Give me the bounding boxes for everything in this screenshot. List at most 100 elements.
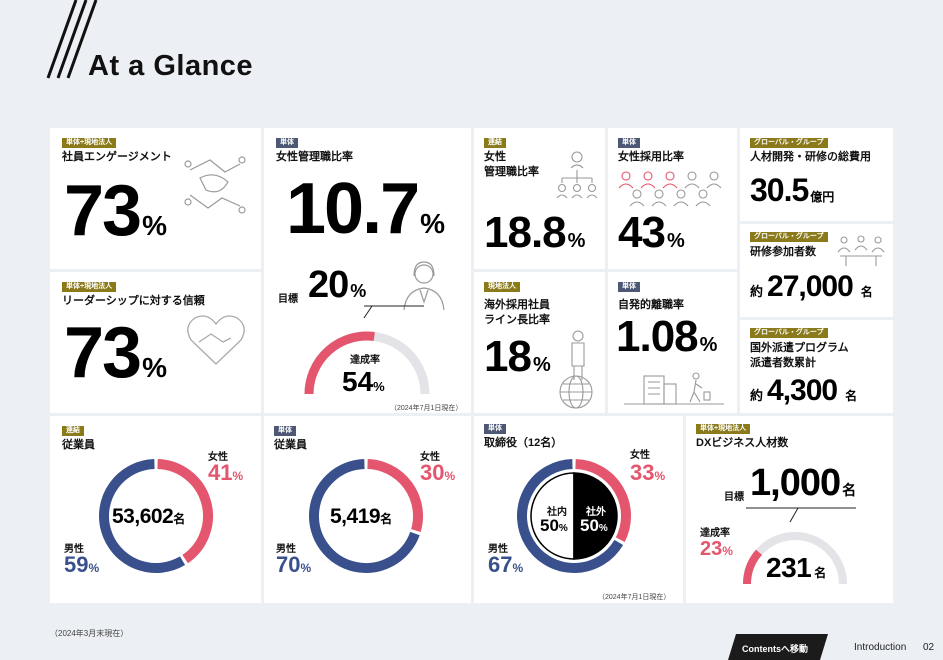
unit-text: % xyxy=(420,208,446,239)
scope-tag: 単体+現地法人 xyxy=(62,282,117,292)
card-label: リーダーシップに対する信頼 xyxy=(62,295,205,307)
value-text: 27,000 xyxy=(767,270,854,303)
engagement-card: 単体+現地法人 社員エンゲージメント 73% xyxy=(50,128,261,269)
value-text: 18 xyxy=(484,332,532,381)
unit-text: % xyxy=(232,469,244,483)
male-segment xyxy=(517,459,624,573)
leadership-card: 単体+現地法人 リーダーシップに対する信頼 73% xyxy=(50,272,261,413)
metric-value: 18.8% xyxy=(484,208,585,258)
value-text: 73 xyxy=(64,171,142,251)
male-label: 男性 xyxy=(488,544,508,555)
target-unit-text: 名 xyxy=(842,482,857,498)
total-unit-text: 名 xyxy=(173,512,185,526)
gender-donut-chart xyxy=(309,459,423,573)
scope-tag: 単体 xyxy=(484,424,506,434)
metric-value: 約 4,300 名 xyxy=(750,374,857,408)
metric-value: 18% xyxy=(484,332,551,382)
unit-text: % xyxy=(699,334,718,356)
value-text: 18.8 xyxy=(484,208,567,257)
unit-text: % xyxy=(88,561,100,575)
card-label: 従業員 xyxy=(62,439,95,451)
unit-text: 名 xyxy=(860,285,873,299)
inside-value: 50% xyxy=(540,516,568,536)
dispatch-card: グローバル・グループ 国外派遣プログラム 派遣者数累計 約 4,300 名 xyxy=(740,320,893,413)
card-label-line1: 女性 xyxy=(484,151,506,163)
female-label: 女性 xyxy=(208,452,228,463)
card-label-line1: 国外派遣プログラム xyxy=(750,342,849,354)
female-segment xyxy=(575,459,631,542)
page-number: 02 xyxy=(923,642,935,653)
unit-text: % xyxy=(666,230,685,252)
unit-text: % xyxy=(142,210,167,241)
value-text: 73 xyxy=(64,313,142,393)
male-value-text: 70 xyxy=(276,552,301,577)
rate-value-text: 54 xyxy=(342,366,374,397)
card-label-line2: 管理職比率 xyxy=(484,166,539,178)
female-label: 女性 xyxy=(630,450,650,461)
as-of-note: （2024年7月1日現在） xyxy=(598,594,671,601)
scope-tag: グローバル・グループ xyxy=(750,232,828,242)
female-segment xyxy=(157,459,213,564)
rate-value-text: 23 xyxy=(700,538,723,560)
total-text: 5,419 xyxy=(330,505,381,528)
target-value: 1,000 名 xyxy=(750,462,856,505)
meeting-icon xyxy=(837,235,885,266)
rate-value: 54% xyxy=(342,366,385,398)
current-value: 231 名 xyxy=(766,552,826,584)
scope-tag: 単体 xyxy=(274,426,296,436)
card-label: 人材開発・研修の総費用 xyxy=(750,151,871,163)
female-label: 女性 xyxy=(420,452,440,463)
outside-value: 50% xyxy=(580,516,608,536)
achievement-gauge xyxy=(743,532,847,585)
metric-value: 10.7% xyxy=(286,168,445,250)
value-text: 1.08 xyxy=(616,312,699,361)
total-value: 53,602名 xyxy=(112,505,185,529)
rate-label: 達成率 xyxy=(350,355,380,366)
female-hire-card: 単体 女性採用比率 43% xyxy=(608,128,737,269)
rate-label: 達成率 xyxy=(700,528,730,539)
footer-note: （2024年3月末現在） xyxy=(50,629,129,638)
current-unit-text: 名 xyxy=(814,566,826,580)
scope-tag: 連結 xyxy=(62,426,84,436)
outside-label: 社外 xyxy=(586,507,606,518)
target-value: 20% xyxy=(308,264,366,307)
unit-text: % xyxy=(567,230,586,252)
female-value-text: 41 xyxy=(208,460,233,485)
female-manager-card: 単体 女性管理職比率 10.7% 目標 20% 達成率 54% （2024年7月… xyxy=(264,128,471,413)
male-value-text: 67 xyxy=(488,552,513,577)
male-segment xyxy=(309,459,420,573)
org-chart-icon xyxy=(556,151,598,199)
target-label: 目標 xyxy=(724,492,744,503)
metric-value: 43% xyxy=(618,208,685,258)
female-value: 41% xyxy=(208,460,243,486)
female-value-text: 30 xyxy=(420,460,445,485)
scope-tag: 単体 xyxy=(618,138,640,148)
male-label: 男性 xyxy=(64,544,84,555)
male-segment xyxy=(99,459,186,573)
contents-button-label: Contentsへ移動 xyxy=(742,644,808,654)
rate-value: 23% xyxy=(700,538,733,561)
target-unit-text: % xyxy=(350,281,367,301)
unit-text: % xyxy=(444,469,456,483)
rate-unit-text: % xyxy=(373,379,385,394)
employees-single-card: 単体 従業員 5,419名 女性 30% 男性 70% xyxy=(264,416,471,603)
section-name: Introduction xyxy=(854,642,907,653)
target-value-text: 1,000 xyxy=(750,462,841,504)
contents-button[interactable]: Contentsへ移動 xyxy=(728,634,828,660)
scope-tag: グローバル・グループ xyxy=(750,328,828,338)
metric-value: 73% xyxy=(64,312,167,394)
value-text: 4,300 xyxy=(767,374,838,407)
male-value-text: 59 xyxy=(64,552,89,577)
female-value-text: 33 xyxy=(630,460,655,485)
male-label: 男性 xyxy=(276,544,296,555)
achievement-gauge xyxy=(304,331,430,395)
page-title: At a Glance xyxy=(88,50,254,82)
card-label: 従業員 xyxy=(274,439,307,451)
value-text: 30.5 xyxy=(750,172,809,208)
card-label: 取締役（12名） xyxy=(484,437,563,449)
unit-text: 名 xyxy=(845,389,858,403)
training-participants-card: グローバル・グループ 研修参加者数 約 27,000 名 xyxy=(740,224,893,317)
gender-donut-chart xyxy=(99,459,213,573)
handshake-icon xyxy=(184,156,246,214)
target-bracket xyxy=(363,305,424,319)
